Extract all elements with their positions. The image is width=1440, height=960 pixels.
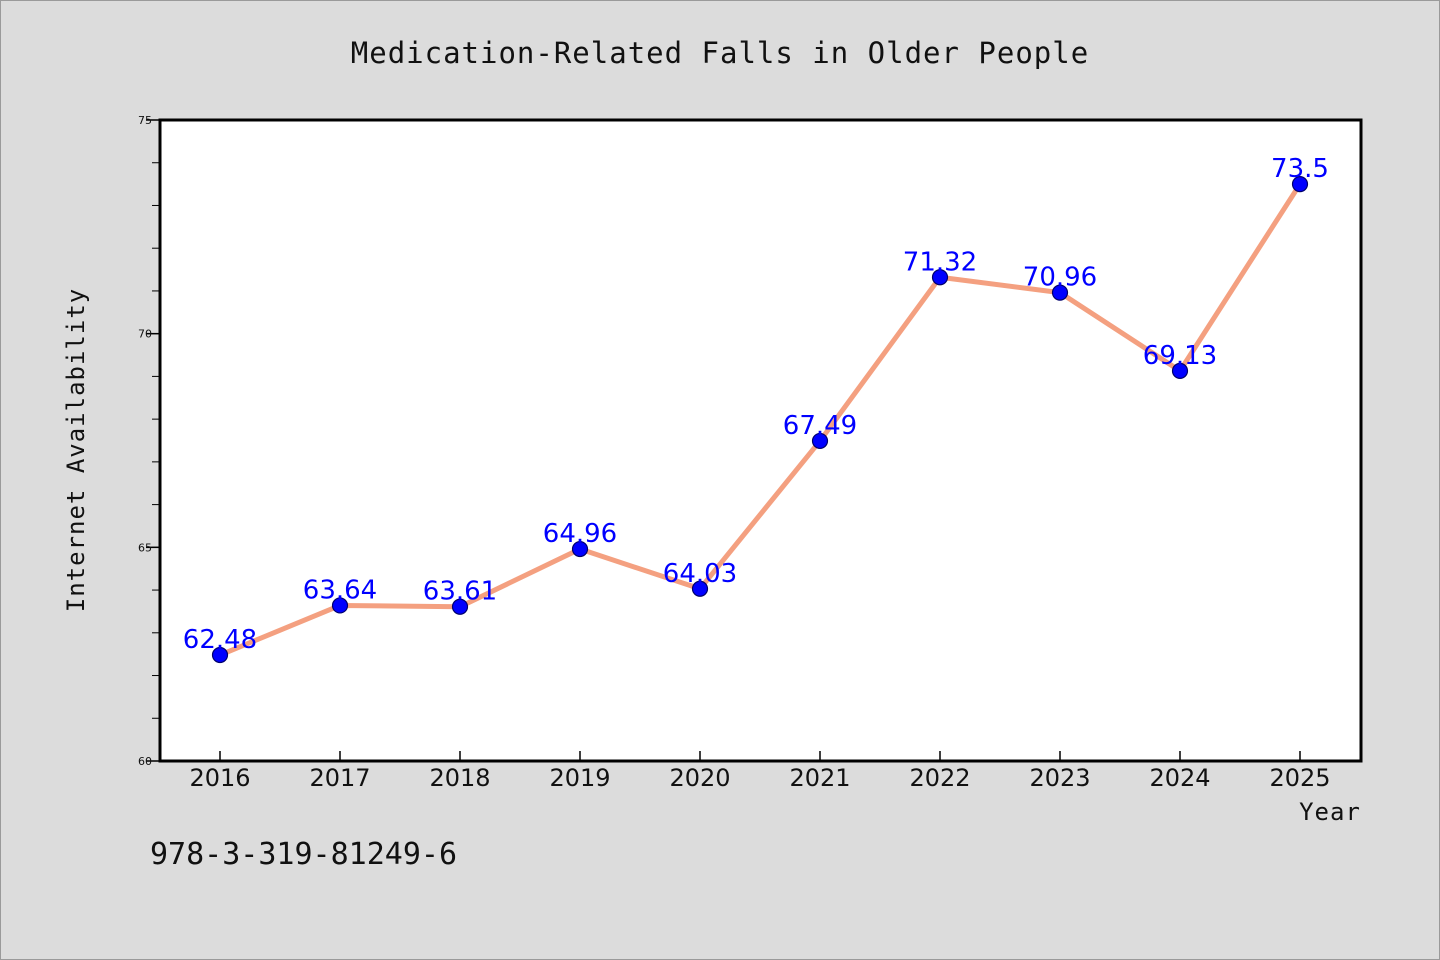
plot-border [158,118,1363,763]
data-point [691,580,709,597]
y-axis-ticks: 60 65 70 75 [138,114,160,768]
x-tick-label: 2025 [1269,764,1330,792]
data-point [811,432,829,450]
chart-title: Medication-Related Falls in Older People [351,36,1089,70]
data-label: 63.64 [303,575,377,605]
y-axis-label: Internet Availability [62,288,90,612]
y-tick-label: 70 [138,328,152,341]
data-label: 63.61 [423,577,497,607]
y-tick-label: 65 [138,541,152,554]
isbn-text: 978-3-319-81249-6 [150,837,457,872]
data-point [931,269,949,286]
plot-area [160,120,1361,761]
data-point [1051,284,1069,301]
data-label: 67.49 [783,411,857,441]
x-tick-label: 2019 [549,764,610,792]
x-tick-label: 2017 [309,764,370,792]
series-line-group [217,181,1303,658]
data-label: 70.96 [1023,263,1097,293]
x-tick-label: 2023 [1029,764,1090,792]
data-points [211,176,1309,664]
y-tick-label: 60 [138,755,152,768]
data-label: 71.32 [903,247,977,277]
x-tick-label: 2020 [669,764,730,792]
x-tick-label: 2021 [789,764,850,792]
data-label: 64.03 [663,559,737,589]
x-tick-label: 2024 [1149,764,1210,792]
data-label: 62.48 [183,625,257,655]
series-line [217,181,1303,658]
x-axis-label: Year [1299,798,1361,826]
data-label: 64.96 [543,519,617,549]
x-tick-label: 2022 [909,764,970,792]
x-tick-label: 2018 [429,764,490,792]
data-point [1171,362,1189,379]
data-point [451,598,469,615]
data-point [1291,176,1309,193]
x-axis-ticks: 2016 2017 2018 2019 2020 2021 2022 2023 2024 2025 [189,751,1331,792]
data-point [571,540,589,558]
data-labels: 62.48 63.64 63.61 64.96 64.03 67.49 71.32 70.96… [183,154,1329,655]
x-tick-label: 2016 [189,764,250,792]
data-label: 69.13 [1143,341,1217,371]
data-point [331,597,349,614]
data-point [211,646,229,664]
data-label: 73.5 [1271,154,1329,184]
y-tick-label: 75 [138,114,152,127]
